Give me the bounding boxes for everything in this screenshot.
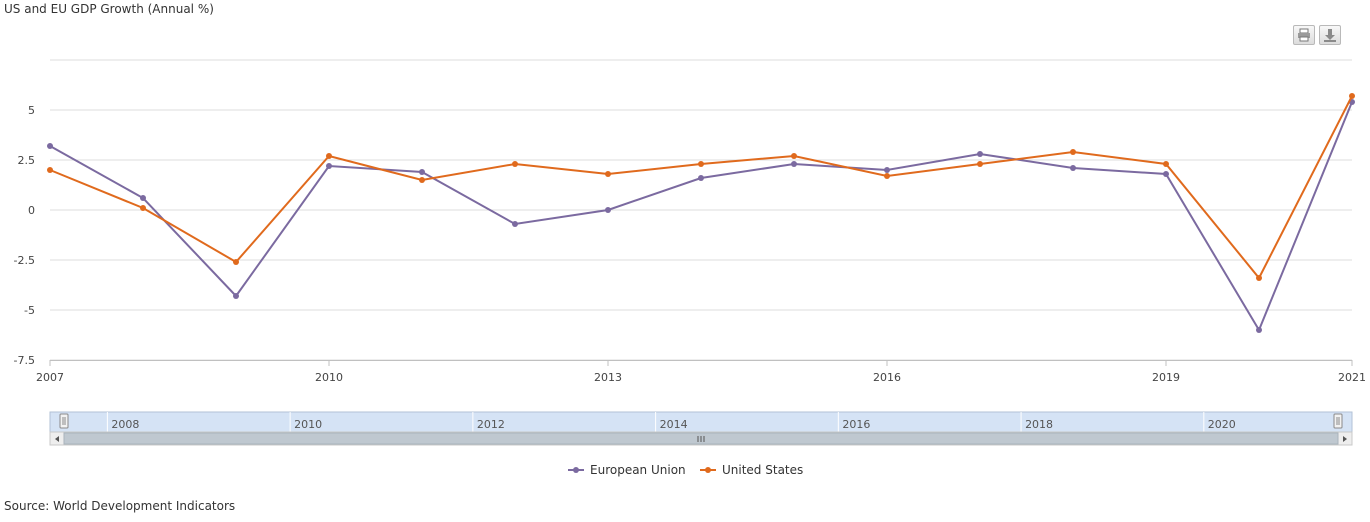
printer-icon	[1298, 28, 1310, 42]
data-point[interactable]	[977, 151, 983, 157]
data-point[interactable]	[977, 161, 983, 167]
navigator-left-handle[interactable]	[59, 413, 69, 429]
x-tick-label: 2019	[1152, 371, 1180, 384]
legend-swatch-marker	[573, 467, 579, 473]
navigator-label: 2012	[477, 418, 505, 431]
data-point[interactable]	[326, 153, 332, 159]
data-point[interactable]	[605, 171, 611, 177]
y-tick-label: 2.5	[18, 154, 36, 167]
data-point[interactable]	[47, 167, 53, 173]
data-point[interactable]	[1070, 165, 1076, 171]
x-tick-label: 2016	[873, 371, 901, 384]
navigator-label: 2010	[294, 418, 322, 431]
navigator-label: 2016	[842, 418, 870, 431]
y-tick-label: -7.5	[14, 354, 35, 367]
y-axis-ticks: 5 2.5 0 -2.5 -5 -7.5	[14, 104, 35, 367]
navigator-label: 2014	[660, 418, 688, 431]
data-point[interactable]	[698, 175, 704, 181]
data-point[interactable]	[1070, 149, 1076, 155]
legend: European Union United States	[568, 463, 803, 477]
y-tick-label: -5	[24, 304, 35, 317]
navigator-label: 2020	[1208, 418, 1236, 431]
data-point[interactable]	[233, 293, 239, 299]
legend-item[interactable]: European Union	[590, 463, 686, 477]
navigator-right-handle[interactable]	[1333, 413, 1343, 429]
legend-swatch-marker	[705, 467, 711, 473]
series-layer	[47, 93, 1355, 333]
data-point[interactable]	[884, 167, 890, 173]
x-tick-label: 2013	[594, 371, 622, 384]
x-axis: 2007 2010 2013 2016 2019 2021	[36, 360, 1366, 384]
data-point[interactable]	[233, 259, 239, 265]
series-line	[49, 101, 1353, 333]
data-point[interactable]	[698, 161, 704, 167]
data-point[interactable]	[1256, 327, 1262, 333]
navigator-label: 2008	[111, 418, 139, 431]
data-point[interactable]	[1349, 93, 1355, 99]
data-point[interactable]	[791, 161, 797, 167]
data-point[interactable]	[47, 143, 53, 149]
data-point[interactable]	[326, 163, 332, 169]
x-tick-label: 2021	[1338, 371, 1366, 384]
data-point[interactable]	[419, 169, 425, 175]
data-point[interactable]	[605, 207, 611, 213]
data-point[interactable]	[1163, 161, 1169, 167]
navigator-window[interactable]	[49, 411, 1353, 433]
scroll-right-arrow[interactable]	[1343, 436, 1347, 442]
legend-item[interactable]: United States	[722, 463, 803, 477]
y-tick-label: 5	[28, 104, 35, 117]
y-tick-label: 0	[28, 204, 35, 217]
scroll-left-arrow[interactable]	[55, 436, 59, 442]
data-point[interactable]	[791, 153, 797, 159]
download-icon	[1324, 29, 1336, 42]
data-point[interactable]	[884, 173, 890, 179]
data-point[interactable]	[140, 195, 146, 201]
series-line	[49, 95, 1353, 280]
data-point[interactable]	[512, 161, 518, 167]
data-point[interactable]	[512, 221, 518, 227]
y-tick-label: -2.5	[14, 254, 35, 267]
navigator-label: 2018	[1025, 418, 1053, 431]
x-tick-label: 2010	[315, 371, 343, 384]
chart-title: US and EU GDP Growth (Annual %)	[4, 2, 214, 16]
navigator: 2008 2010 2012 2014 2016 2018 2020	[49, 411, 1353, 446]
x-tick-label: 2007	[36, 371, 64, 384]
data-point[interactable]	[1163, 171, 1169, 177]
data-point[interactable]	[140, 205, 146, 211]
download-button[interactable]	[1319, 25, 1341, 45]
source-text: Source: World Development Indicators	[4, 499, 236, 513]
data-point[interactable]	[1256, 275, 1262, 281]
data-point[interactable]	[419, 177, 425, 183]
print-button[interactable]	[1293, 25, 1315, 45]
grid-lines	[50, 59, 1352, 361]
